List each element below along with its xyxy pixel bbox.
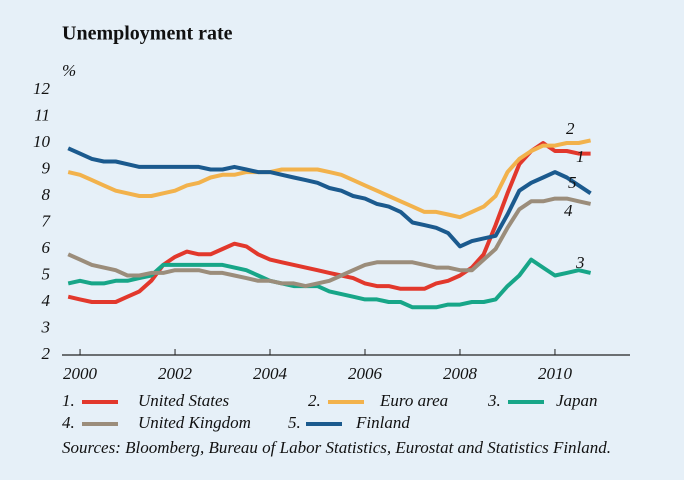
x-tick-label: 2006 bbox=[348, 364, 383, 383]
legend-label: Euro area bbox=[379, 391, 448, 410]
y-tick-label: 4 bbox=[42, 291, 51, 310]
series-line bbox=[67, 146, 592, 249]
legend-number: 2. bbox=[308, 391, 321, 410]
y-tick-label: 12 bbox=[33, 79, 51, 98]
end-label: 5 bbox=[568, 173, 577, 192]
y-tick-label: 8 bbox=[42, 185, 51, 204]
legend-label: United Kingdom bbox=[138, 413, 251, 432]
x-tick-label: 2004 bbox=[253, 364, 288, 383]
legend-number: 1. bbox=[62, 391, 75, 410]
y-tick-label: 5 bbox=[42, 264, 51, 283]
y-tick-label: 11 bbox=[34, 105, 50, 124]
end-label: 2 bbox=[566, 119, 575, 138]
series-line bbox=[67, 141, 591, 304]
legend-label: Japan bbox=[556, 391, 598, 410]
series-line bbox=[67, 196, 592, 289]
source-note: Sources: Bloomberg, Bureau of Labor Stat… bbox=[62, 438, 612, 457]
legend-label: Finland bbox=[355, 413, 410, 432]
y-tick-label: 6 bbox=[42, 238, 51, 257]
y-tick-label: 9 bbox=[42, 158, 51, 177]
legend-label: United States bbox=[138, 391, 230, 410]
chart-title: Unemployment rate bbox=[62, 23, 233, 45]
end-label: 3 bbox=[575, 253, 585, 272]
legend-number: 4. bbox=[62, 413, 75, 432]
y-tick-label: 2 bbox=[42, 344, 51, 363]
y-tick-label: 7 bbox=[42, 211, 52, 230]
x-tick-label: 2000 bbox=[63, 364, 98, 383]
series-line bbox=[67, 138, 592, 220]
y-tick-label: 3 bbox=[41, 317, 51, 336]
x-tick-label: 2010 bbox=[538, 364, 573, 383]
y-unit: % bbox=[62, 61, 76, 80]
end-label: 4 bbox=[564, 201, 573, 220]
legend-number: 3. bbox=[487, 391, 501, 410]
end-label: 1 bbox=[576, 147, 585, 166]
y-tick-label: 10 bbox=[33, 132, 51, 151]
legend-number: 5. bbox=[288, 413, 301, 432]
x-tick-label: 2002 bbox=[158, 364, 193, 383]
x-tick-label: 2008 bbox=[443, 364, 478, 383]
